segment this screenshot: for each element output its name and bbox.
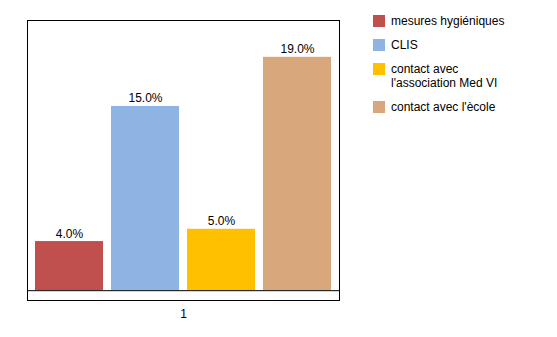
- svg-text:4.0%: 4.0%: [56, 227, 84, 241]
- html-text:contact avec l'ècole: contact avec l'ècole: [391, 100, 496, 114]
- html-text:CLIS: CLIS: [391, 38, 418, 52]
- html-text:mesures hygiéniques: mesures hygiéniques: [391, 14, 505, 28]
- svg-text:19.0%: 19.0%: [280, 42, 314, 56]
- html-text:contact avec l'association Med: contact avec l'association Med VI: [391, 62, 498, 90]
- svg-text:15.0%: 15.0%: [128, 91, 162, 105]
- svg-text:1: 1: [180, 307, 187, 321]
- svg-text:5.0%: 5.0%: [208, 214, 236, 228]
